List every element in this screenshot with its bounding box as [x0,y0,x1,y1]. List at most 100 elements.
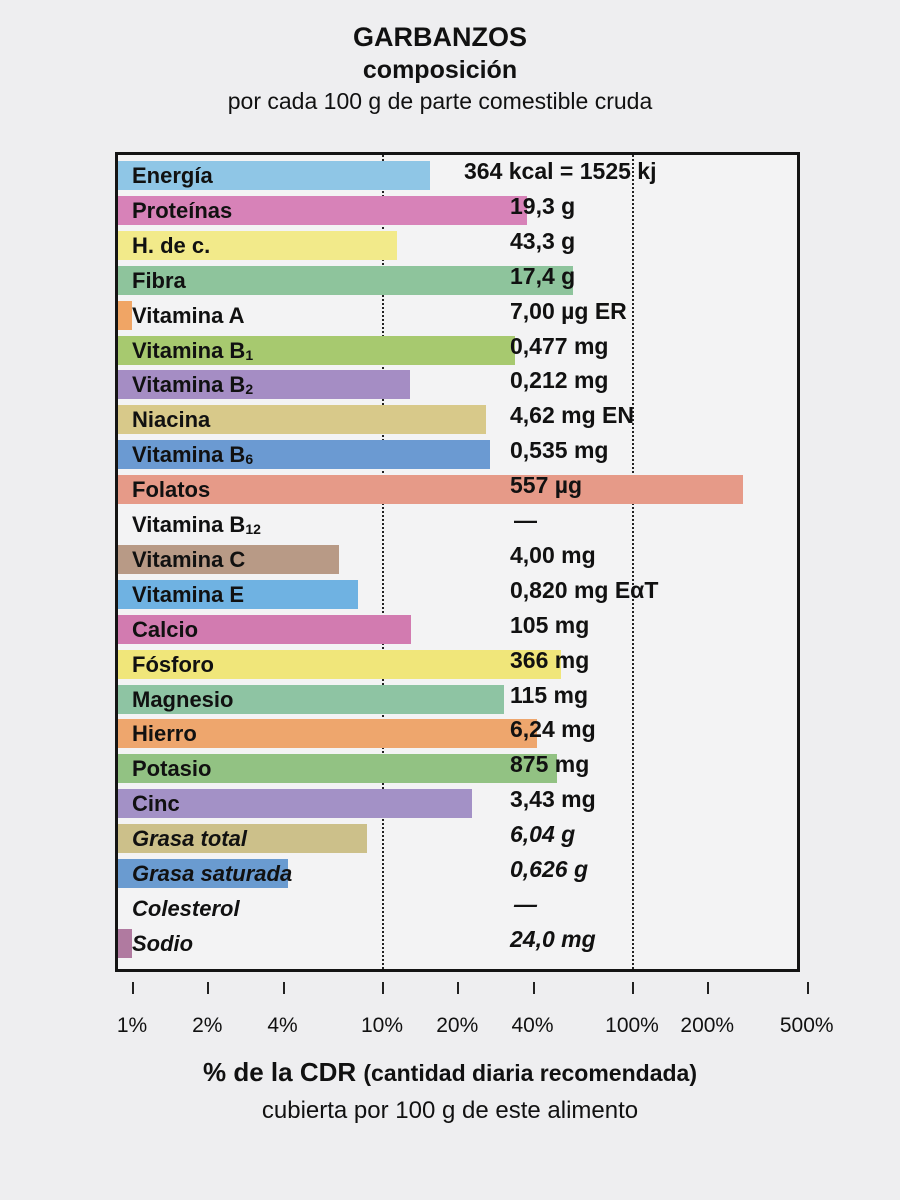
row-label-3: Fibra [132,266,186,295]
row-value-15: 115 mg [510,681,588,708]
axis-tick-label-2: 4% [267,1014,298,1037]
row-value-9: 557 µg [510,472,583,499]
row-label-subscript: 2 [245,381,254,398]
row-label-18: Cinc [132,789,180,818]
row-value-1: 19,3 g [510,192,576,219]
row-label-text: Grasa saturada [132,861,293,886]
row-label-text: Fibra [132,267,186,293]
chart-subtitle: composición [362,56,518,84]
axis-tick-2 [282,982,285,994]
row-label-text: Vitamina B [132,337,246,363]
bar-5 [118,335,515,365]
row-label-text: Niacina [132,407,211,433]
axis-tick-7 [707,982,710,994]
row-label-text: Calcio [132,616,199,642]
row-label-text: Cinc [132,791,180,817]
row-value-3: 17,4 g [510,262,576,289]
axis-tick-label-6: 100% [605,1014,659,1037]
bar-2 [118,230,398,260]
row-label-text: Potasio [132,756,212,782]
axis-tick-label-0: 1% [116,1014,148,1037]
gridline-10 [382,155,384,969]
x-axis-label-note: (cantidad diaria recomendada) [363,1060,697,1086]
bar-22 [118,928,132,958]
row-value-6: 0,212 mg [510,367,609,394]
row-label-22: Sodio [132,929,193,958]
axis-tick-4 [457,982,460,994]
x-axis-label-line2: cubierta por 100 g de este alimento [261,1097,639,1124]
row-label-16: Hierro [132,719,197,748]
bar-4 [118,300,132,330]
row-label-text: Vitamina B [132,442,246,468]
row-label-text: Hierro [132,721,197,747]
row-label-13: Calcio [132,615,198,644]
bar-0 [118,161,430,190]
row-label-text: Vitamina E [132,581,245,607]
bar-8 [118,440,490,470]
axis-tick-1 [207,982,210,994]
chart-plot-area: Energía 364 kcal = 1525 kj Proteínas 19,3 g… [115,152,800,972]
row-label-5: Vitamina B1 [132,336,253,368]
bar-17 [118,754,557,784]
row-label-9: Folatos [132,475,210,504]
row-label-8: Vitamina B6 [132,440,253,472]
bar-14 [118,649,561,679]
bar-9 [118,475,743,505]
gridline-100 [632,155,634,969]
bar-18 [118,789,472,819]
row-value-4: 7,00 µg ER [510,297,627,324]
axis-tick-8 [806,982,809,994]
axis-tick-label-7: 200% [680,1014,735,1037]
row-label-21: Colesterol [132,894,240,923]
row-label-text: Folatos [132,477,211,503]
row-value-19: 6,04 g [510,821,576,848]
row-label-1: Proteínas [132,196,232,225]
row-value-13: 105 mg [510,611,590,638]
axis-tick-label-8: 500% [779,1014,834,1037]
row-label-subscript: 1 [245,346,254,363]
row-value-20: 0,626 g [510,856,588,882]
row-label-text: Fósforo [132,651,214,677]
x-axis-label-main: % de la CDR [203,1057,357,1087]
row-value-12: 0,820 mg EαT [510,576,659,603]
row-value-10: — [514,507,537,533]
x-axis-label: % de la CDR (cantidad diaria recomendada… [0,1057,900,1088]
axis-tick-label-4: 20% [436,1014,479,1037]
bar-1 [118,195,527,225]
row-label-text: Colesterol [132,895,240,921]
row-value-7: 4,62 mg EN [510,402,634,429]
row-value-18: 3,43 mg [510,786,596,813]
row-value-17: 875 mg [510,751,590,778]
axis-tick-6 [632,982,634,994]
row-label-6: Vitamina B2 [132,370,253,402]
chart-title: GARBANZOS [353,22,527,52]
bar-12 [118,579,358,609]
row-label-text: Vitamina C [132,546,246,572]
row-value-2: 43,3 g [510,227,576,254]
row-value-21: — [514,890,537,917]
row-label-12: Vitamina E [132,580,244,609]
bar-11 [118,544,339,574]
bar-6 [118,370,411,400]
row-label-text: Vitamina B [132,512,246,537]
bar-16 [118,719,537,749]
row-label-text: Energía [132,163,213,188]
bar-20 [118,859,288,888]
bar-7 [118,405,486,435]
row-label-7: Niacina [132,405,210,434]
bar-13 [118,614,412,644]
row-label-subscript: 6 [245,451,254,468]
chart-basis: por cada 100 g de parte comestible cruda [227,88,653,114]
row-value-8: 0,535 mg [510,437,609,464]
row-value-11: 4,00 mg [510,541,596,568]
row-label-14: Fósforo [132,650,214,679]
axis-tick-3 [382,982,384,994]
row-label-text: Vitamina B [132,372,246,398]
bar-15 [118,684,504,714]
row-value-22: 24,0 mg [510,925,596,952]
x-axis: 1% 2% 4% 10% 20% 40% 100% 200% 500% [115,982,835,1042]
row-label-19: Grasa total [132,824,247,853]
row-label-text: Magnesio [132,686,234,712]
row-label-4: Vitamina A [132,301,244,330]
axis-tick-0 [132,982,134,994]
